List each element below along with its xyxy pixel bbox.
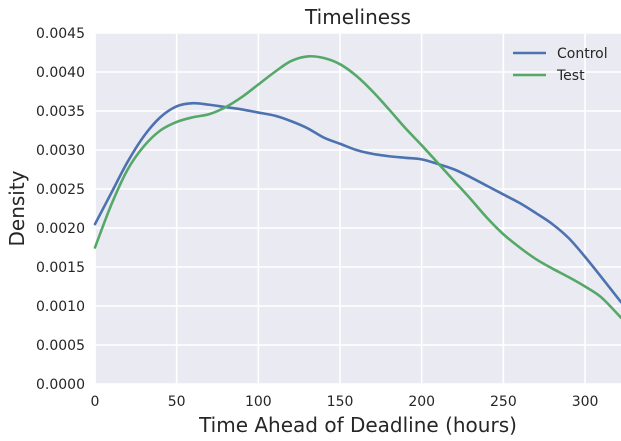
chart-title: Timeliness — [304, 5, 411, 29]
x-tick-label: 100 — [245, 394, 272, 410]
x-axis-label: Time Ahead of Deadline (hours) — [198, 413, 517, 437]
y-tick-label: 0.0045 — [36, 26, 85, 42]
y-tick-label: 0.0035 — [36, 104, 85, 120]
x-tick-label: 300 — [572, 394, 599, 410]
y-tick-label: 0.0005 — [36, 338, 85, 354]
legend: Control Test — [513, 46, 608, 84]
x-tick-label: 0 — [91, 394, 100, 410]
y-tick-label: 0.0025 — [36, 182, 85, 198]
x-tick-label: 200 — [408, 394, 435, 410]
y-tick-label: 0.0010 — [36, 299, 85, 315]
y-tick-label: 0.0015 — [36, 260, 85, 276]
plot-area — [95, 33, 621, 384]
x-tick-label: 50 — [168, 394, 186, 410]
y-axis-label: Density — [5, 170, 29, 246]
x-tick-label: 150 — [327, 394, 354, 410]
x-tick-label: 250 — [490, 394, 517, 410]
y-axis-ticks: 0.0000 0.0005 0.0010 0.0015 0.0020 0.0025 0.00… — [36, 26, 85, 393]
y-tick-label: 0.0040 — [36, 65, 85, 81]
x-axis-ticks: 0 50 100 150 200 250 300 — [91, 394, 599, 410]
legend-label-test: Test — [556, 68, 585, 84]
y-tick-label: 0.0000 — [36, 377, 85, 393]
series-lines — [93, 54, 621, 319]
series-line-test — [93, 54, 621, 319]
y-tick-label: 0.0030 — [36, 143, 85, 159]
legend-label-control: Control — [557, 46, 608, 62]
y-tick-label: 0.0020 — [36, 221, 85, 237]
series-line-control — [93, 101, 621, 304]
